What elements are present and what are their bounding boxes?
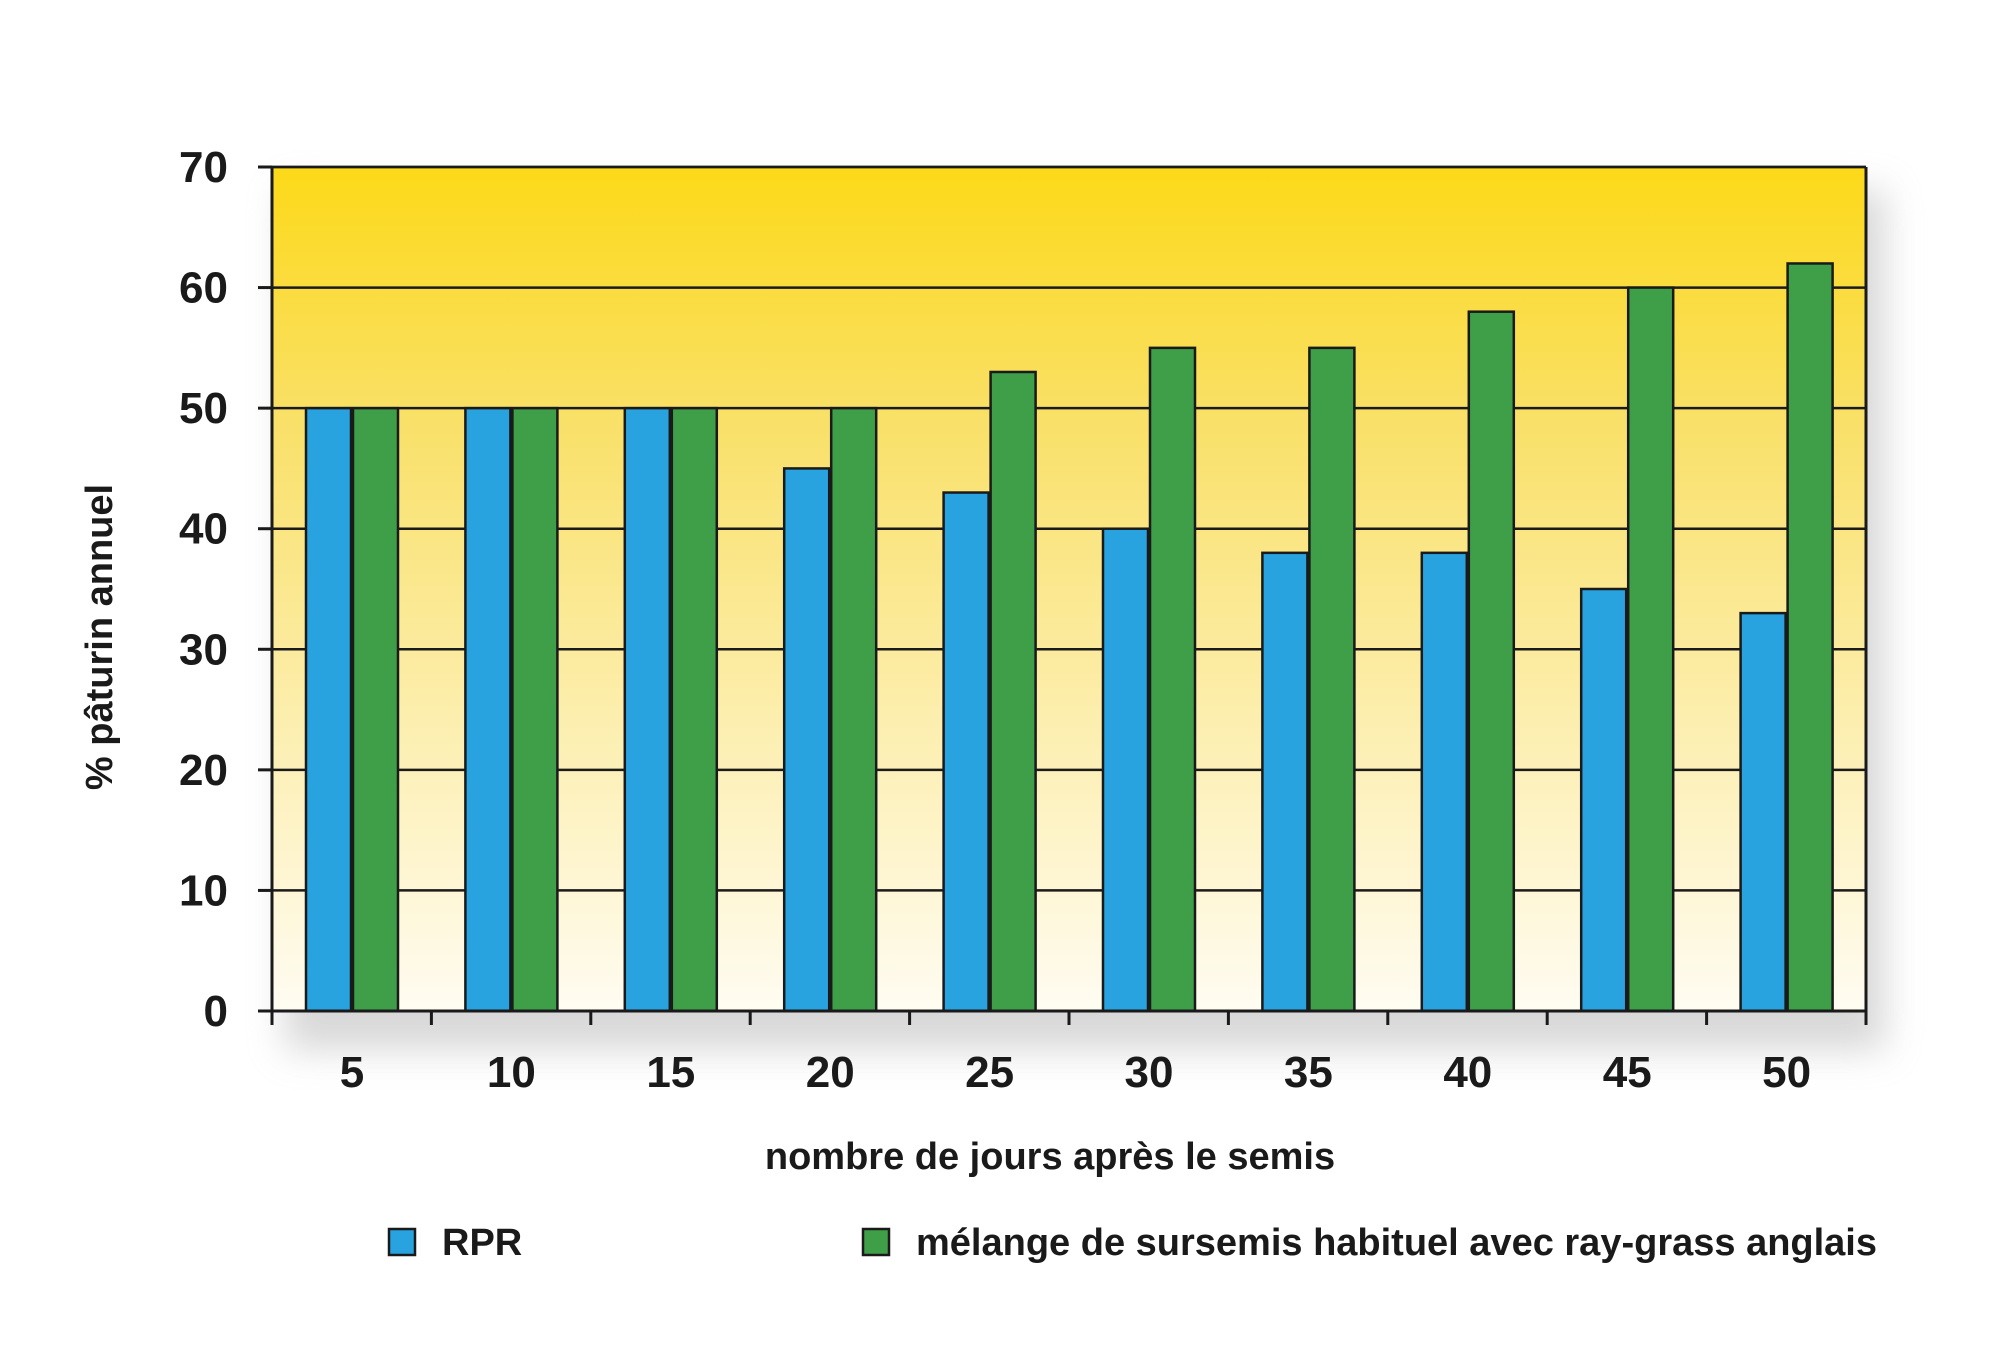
bar-melange-50 <box>1786 262 1834 1013</box>
bar-melange-35 <box>1308 346 1356 1013</box>
legend-label-rpr: RPR <box>442 1222 522 1264</box>
bar-rpr-5 <box>304 406 353 1013</box>
legend-swatch-melange <box>861 1227 891 1257</box>
bar-rpr-30 <box>1101 527 1150 1013</box>
y-tick-label-20: 20 <box>179 746 228 795</box>
bar-melange-10 <box>511 406 559 1013</box>
x-tick-label-35: 35 <box>1284 1048 1333 1097</box>
x-tick-label-20: 20 <box>806 1048 855 1097</box>
y-axis-title: % pâturin annuel <box>79 484 121 790</box>
y-tick-label-60: 60 <box>179 264 228 313</box>
x-tick-label-45: 45 <box>1603 1048 1652 1097</box>
y-tick-labels: 0 10 20 30 40 50 60 70 <box>179 143 228 1036</box>
bar-rpr-20 <box>782 467 831 1013</box>
x-tick-labels: 5 10 15 20 25 30 35 40 45 50 <box>340 1048 1811 1097</box>
bar-melange-25 <box>989 370 1037 1013</box>
bar-melange-40 <box>1467 310 1516 1013</box>
bars <box>304 262 1834 1013</box>
bar-melange-15 <box>670 406 719 1013</box>
y-tick-label-30: 30 <box>179 625 228 674</box>
y-tick-label-50: 50 <box>179 384 228 433</box>
bar-melange-45 <box>1626 286 1675 1013</box>
bar-rpr-45 <box>1579 587 1628 1013</box>
bar-rpr-40 <box>1420 551 1469 1013</box>
bar-melange-30 <box>1148 346 1197 1013</box>
bar-rpr-25 <box>942 491 990 1013</box>
bar-rpr-50 <box>1739 611 1787 1013</box>
x-tick-label-30: 30 <box>1125 1048 1174 1097</box>
x-tick-label-5: 5 <box>340 1048 364 1097</box>
bar-rpr-35 <box>1261 551 1309 1013</box>
bar-rpr-15 <box>623 406 672 1013</box>
x-tick-label-50: 50 <box>1762 1048 1811 1097</box>
axes <box>258 165 1868 1025</box>
y-tick-label-0: 0 <box>204 987 228 1036</box>
y-tick-label-10: 10 <box>179 866 228 915</box>
x-tick-label-15: 15 <box>646 1048 695 1097</box>
bar-melange-5 <box>351 406 400 1013</box>
y-tick-label-40: 40 <box>179 505 228 554</box>
legend-swatch-rpr <box>387 1227 417 1257</box>
x-tick-label-25: 25 <box>965 1048 1014 1097</box>
x-tick-label-40: 40 <box>1443 1048 1492 1097</box>
y-tick-label-70: 70 <box>179 143 228 192</box>
x-tick-label-10: 10 <box>487 1048 536 1097</box>
bar-rpr-10 <box>464 406 512 1013</box>
legend: RPR mélange de sursemis habituel avec ra… <box>387 1222 1877 1264</box>
bar-melange-20 <box>829 406 878 1013</box>
legend-label-melange: mélange de sursemis habituel avec ray-gr… <box>916 1222 1877 1264</box>
x-axis-title: nombre de jours après le semis <box>765 1136 1335 1178</box>
